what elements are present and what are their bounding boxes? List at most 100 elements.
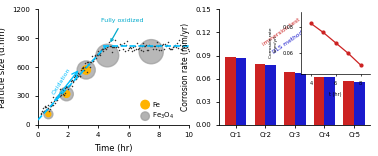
Point	[64, 85, 70, 88]
Ellipse shape	[46, 112, 51, 117]
Point	[100, 49, 106, 52]
Point	[162, 43, 168, 46]
Point	[71, 76, 77, 79]
Point	[165, 41, 171, 43]
Point	[87, 66, 93, 69]
Point	[41, 110, 47, 112]
Text: Fully oxidized: Fully oxidized	[101, 18, 144, 41]
Ellipse shape	[141, 100, 149, 109]
Point	[143, 45, 149, 47]
Point	[101, 47, 107, 49]
Point	[175, 46, 181, 49]
Point	[107, 45, 113, 48]
Point	[68, 85, 74, 88]
Point	[79, 69, 85, 72]
Point	[112, 45, 118, 48]
Point	[86, 63, 92, 65]
Point	[107, 45, 113, 47]
Point	[124, 40, 130, 42]
Point	[91, 58, 97, 61]
Ellipse shape	[77, 61, 95, 79]
Bar	[235, 58, 246, 125]
Point	[61, 94, 67, 96]
Point	[77, 75, 83, 77]
Point	[76, 73, 82, 76]
Ellipse shape	[44, 110, 53, 119]
Point	[56, 94, 62, 97]
Point	[138, 45, 144, 48]
Point	[147, 45, 153, 47]
Point	[155, 44, 161, 47]
Point	[122, 49, 128, 52]
X-axis label: Time (hr): Time (hr)	[94, 144, 133, 153]
Point	[141, 50, 147, 52]
Point	[62, 87, 68, 89]
Point	[128, 47, 134, 49]
Point	[74, 74, 80, 76]
Point	[88, 61, 94, 63]
Text: Fe: Fe	[152, 102, 160, 108]
Point	[141, 45, 147, 48]
Point	[104, 46, 110, 49]
Point	[84, 71, 90, 74]
Point	[50, 104, 56, 107]
Point	[184, 46, 190, 48]
Point	[42, 106, 48, 109]
Point	[53, 98, 59, 101]
Point	[97, 52, 103, 54]
Bar	[344, 81, 354, 125]
Point	[183, 44, 189, 47]
Point	[83, 66, 89, 68]
Point	[129, 50, 135, 52]
Point	[52, 101, 58, 104]
Point	[130, 45, 136, 48]
Point	[38, 111, 44, 114]
Point	[112, 39, 118, 41]
Point	[131, 49, 137, 51]
Point	[66, 85, 72, 88]
Point	[172, 45, 178, 47]
Point	[45, 104, 51, 107]
Point	[98, 49, 104, 51]
Point	[148, 45, 154, 47]
Text: immersion test: immersion test	[262, 17, 301, 47]
Point	[99, 48, 105, 51]
Point	[87, 61, 93, 64]
Point	[154, 41, 160, 43]
Point	[180, 44, 186, 47]
Point	[85, 63, 91, 65]
Point	[48, 101, 54, 103]
Point	[62, 91, 68, 94]
Point	[138, 49, 144, 51]
Point	[43, 105, 50, 108]
Point	[185, 48, 191, 50]
Bar	[254, 64, 265, 125]
Y-axis label: Corrosion rate (mm/yr): Corrosion rate (mm/yr)	[181, 23, 190, 111]
Point	[166, 46, 172, 49]
Point	[60, 88, 67, 91]
Point	[161, 48, 167, 50]
Bar	[225, 57, 235, 125]
Point	[151, 45, 157, 47]
Point	[70, 80, 76, 83]
Point	[123, 44, 129, 46]
Point	[94, 53, 100, 56]
Point	[163, 44, 169, 47]
Point	[127, 45, 133, 48]
Point	[73, 76, 79, 78]
Point	[88, 58, 94, 61]
Point	[57, 95, 63, 97]
Point	[50, 96, 56, 98]
Point	[81, 69, 87, 72]
Point	[79, 66, 85, 69]
Point	[39, 110, 45, 112]
Point	[169, 46, 175, 48]
Point	[55, 96, 61, 98]
Point	[178, 48, 184, 50]
Point	[93, 56, 99, 59]
Point	[40, 107, 46, 109]
Point	[58, 92, 64, 94]
Bar	[295, 73, 305, 125]
Point	[105, 41, 112, 43]
Point	[90, 60, 96, 62]
